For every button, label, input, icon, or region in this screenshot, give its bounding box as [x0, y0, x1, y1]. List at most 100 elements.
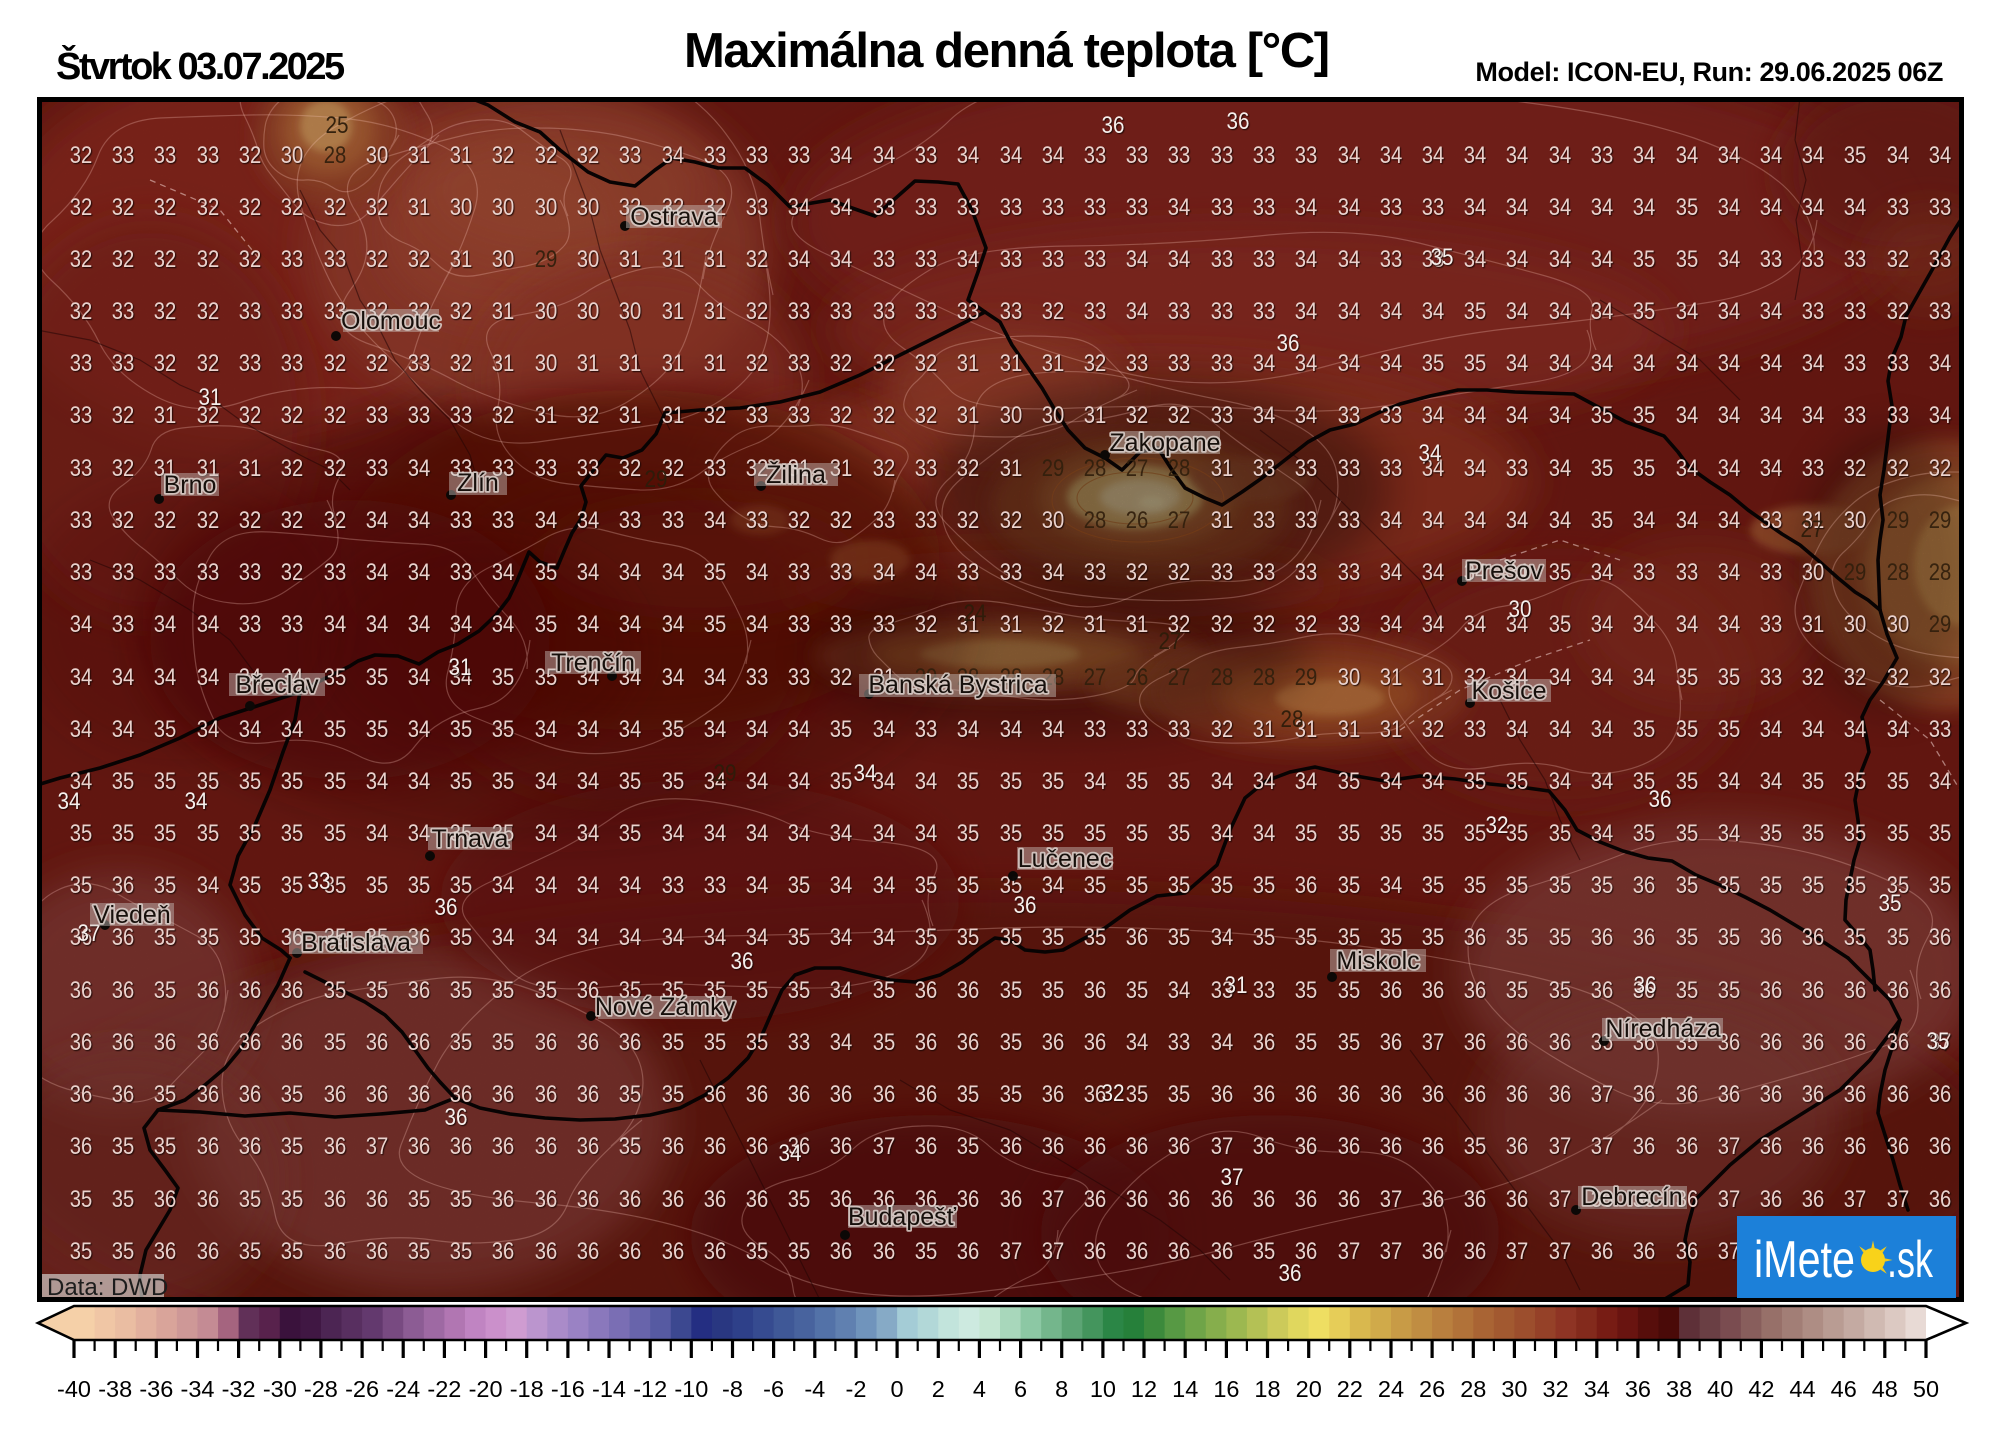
svg-text:34: 34: [704, 820, 727, 847]
svg-text:36: 36: [1633, 977, 1656, 1004]
svg-text:35: 35: [1506, 977, 1529, 1004]
svg-text:35: 35: [1042, 977, 1065, 1004]
svg-text:35: 35: [1549, 977, 1572, 1004]
svg-text:36: 36: [873, 1081, 896, 1108]
svg-text:36: 36: [1279, 1260, 1302, 1287]
svg-text:34: 34: [1422, 298, 1445, 325]
svg-text:37: 37: [873, 1133, 896, 1160]
svg-text:36: 36: [1718, 1029, 1741, 1056]
svg-text:34: 34: [1422, 611, 1445, 638]
svg-text:34: 34: [1295, 194, 1318, 221]
svg-text:34: 34: [408, 716, 431, 743]
svg-text:31: 31: [154, 402, 177, 429]
svg-text:34: 34: [746, 716, 769, 743]
svg-text:35: 35: [830, 768, 853, 795]
svg-text:34: 34: [1506, 350, 1529, 377]
svg-text:36: 36: [577, 1186, 600, 1213]
svg-text:36: 36: [1042, 1029, 1065, 1056]
svg-text:35: 35: [535, 664, 558, 691]
svg-text:36: 36: [408, 924, 431, 951]
svg-text:34: 34: [1295, 246, 1318, 273]
svg-text:34: 34: [1380, 872, 1403, 899]
svg-text:36: 36: [112, 924, 135, 951]
svg-text:36: 36: [1295, 1081, 1318, 1108]
svg-text:32: 32: [1802, 664, 1825, 691]
svg-text:32: 32: [662, 455, 685, 482]
svg-text:35: 35: [1000, 1029, 1023, 1056]
svg-text:34: 34: [1844, 194, 1867, 221]
svg-text:33: 33: [1084, 194, 1107, 221]
svg-text:32: 32: [281, 455, 304, 482]
svg-text:34: 34: [1549, 246, 1572, 273]
svg-text:33: 33: [154, 559, 177, 586]
svg-text:36: 36: [1380, 1081, 1403, 1108]
svg-text:33: 33: [1253, 298, 1276, 325]
svg-text:33: 33: [154, 142, 177, 169]
svg-text:34: 34: [830, 872, 853, 899]
svg-text:33: 33: [492, 507, 515, 534]
svg-text:32: 32: [1084, 350, 1107, 377]
svg-text:34: 34: [788, 820, 811, 847]
svg-text:36: 36: [366, 1238, 389, 1265]
svg-text:36: 36: [1887, 977, 1910, 1004]
svg-text:32: 32: [492, 142, 515, 169]
svg-text:35: 35: [239, 820, 262, 847]
svg-text:32: 32: [197, 402, 220, 429]
svg-text:35: 35: [324, 872, 347, 899]
svg-text:35: 35: [788, 977, 811, 1004]
svg-text:32: 32: [873, 350, 896, 377]
svg-text:37: 37: [1591, 1133, 1614, 1160]
svg-text:31: 31: [535, 402, 558, 429]
svg-text:35: 35: [408, 872, 431, 899]
svg-text:31: 31: [662, 298, 685, 325]
svg-text:36: 36: [112, 977, 135, 1004]
svg-text:37: 37: [1549, 1133, 1572, 1160]
svg-text:32: 32: [1102, 1080, 1125, 1107]
svg-text:32: 32: [1844, 455, 1867, 482]
svg-text:31: 31: [662, 246, 685, 273]
svg-text:36: 36: [1802, 977, 1825, 1004]
svg-text:33: 33: [70, 350, 93, 377]
svg-text:33: 33: [915, 298, 938, 325]
svg-text:31: 31: [450, 142, 473, 169]
svg-text:32: 32: [197, 350, 220, 377]
svg-text:34: 34: [577, 611, 600, 638]
svg-text:28: 28: [1929, 559, 1952, 586]
svg-text:30: 30: [1509, 596, 1532, 623]
svg-text:31: 31: [1084, 402, 1107, 429]
svg-text:34: 34: [1760, 142, 1783, 169]
svg-text:33: 33: [1887, 194, 1910, 221]
svg-text:30: 30: [366, 142, 389, 169]
svg-text:35: 35: [450, 716, 473, 743]
svg-text:16: 16: [1213, 1376, 1239, 1402]
svg-text:32: 32: [1295, 611, 1318, 638]
svg-text:36: 36: [577, 1238, 600, 1265]
svg-text:32: 32: [1042, 611, 1065, 638]
svg-text:33: 33: [704, 142, 727, 169]
svg-text:35: 35: [1844, 872, 1867, 899]
svg-text:36: 36: [1506, 1133, 1529, 1160]
svg-text:35: 35: [1084, 820, 1107, 847]
svg-text:36: 36: [1464, 1238, 1487, 1265]
svg-text:36: 36: [1084, 1081, 1107, 1108]
svg-text:33: 33: [1253, 142, 1276, 169]
svg-text:35: 35: [154, 716, 177, 743]
svg-text:34: 34: [1464, 402, 1487, 429]
svg-text:36: 36: [535, 1238, 558, 1265]
svg-text:33: 33: [70, 507, 93, 534]
svg-text:36: 36: [1168, 1133, 1191, 1160]
svg-text:34: 34: [830, 142, 853, 169]
svg-text:37: 37: [1042, 1238, 1065, 1265]
svg-text:34: 34: [408, 768, 431, 795]
svg-text:29: 29: [535, 246, 558, 273]
svg-text:35: 35: [1929, 872, 1952, 899]
svg-text:35: 35: [1253, 924, 1276, 951]
svg-text:34: 34: [704, 664, 727, 691]
svg-text:36: 36: [1000, 1186, 1023, 1213]
svg-text:Trenčín: Trenčín: [551, 649, 635, 677]
svg-text:35: 35: [197, 924, 220, 951]
svg-text:28: 28: [1084, 507, 1107, 534]
svg-text:33: 33: [1000, 298, 1023, 325]
svg-text:34: 34: [1591, 820, 1614, 847]
svg-text:37: 37: [1718, 1186, 1741, 1213]
